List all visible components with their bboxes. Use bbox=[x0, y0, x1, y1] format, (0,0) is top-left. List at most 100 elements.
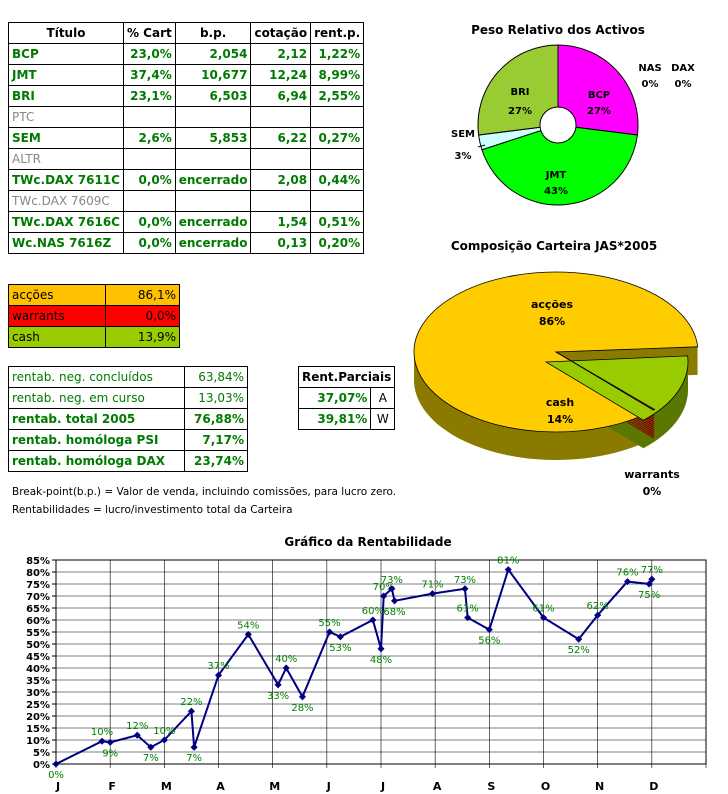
data-label: 7% bbox=[143, 753, 159, 764]
data-label: 60% bbox=[362, 606, 384, 617]
data-point bbox=[388, 585, 396, 593]
portfolio-header-row: Título % Cart b.p. cotação rent.p. bbox=[8, 22, 365, 44]
portfolio-cell-cotacao bbox=[250, 148, 312, 170]
portfolio-cell-cotacao: 2,08 bbox=[250, 169, 312, 191]
allocation-row: cash 13,9% bbox=[7, 326, 180, 348]
portfolio-cell-cart: 23,1% bbox=[122, 85, 176, 107]
data-point bbox=[160, 736, 168, 744]
portfolio-cell-cotacao bbox=[250, 190, 312, 212]
portfolio-row: PTC bbox=[8, 106, 365, 128]
returns-label: rentab. neg. concluídos bbox=[7, 366, 186, 388]
data-label: 9% bbox=[102, 748, 118, 759]
x-tick-label: S bbox=[487, 780, 495, 793]
pie2-label: acções bbox=[531, 298, 573, 311]
portfolio-cell-cotacao: 0,13 bbox=[250, 232, 312, 254]
pie2-title: Composição Carteira JAS*2005 bbox=[451, 239, 657, 253]
data-label: 70% bbox=[373, 582, 395, 593]
rentab-note: Rentabilidades = lucro/investimento tota… bbox=[12, 504, 293, 516]
y-tick-label: 45% bbox=[26, 652, 50, 663]
y-tick-label: 60% bbox=[26, 616, 50, 627]
portfolio-cell-cart bbox=[122, 190, 176, 212]
portfolio-row: BRI 23,1% 6,503 6,94 2,55% bbox=[8, 85, 365, 107]
returns-row: rentab. homóloga PSI 7,17% bbox=[7, 429, 248, 451]
y-tick-label: 20% bbox=[26, 712, 50, 723]
y-tick-label: 10% bbox=[26, 736, 50, 747]
pie1-value-jmt: 43% bbox=[544, 186, 568, 197]
portfolio-cell-bp: encerrado bbox=[174, 211, 252, 233]
portfolio-cell-bp: encerrado bbox=[174, 169, 252, 191]
y-tick-label: 40% bbox=[26, 664, 50, 675]
data-label: 61% bbox=[457, 604, 479, 615]
portfolio-cell-bp bbox=[174, 148, 252, 170]
data-point bbox=[190, 743, 198, 751]
asset-weight-pie-chart: Peso Relativo dos Activos BCP 27% JMT 43% SEM… bbox=[451, 23, 695, 206]
data-point bbox=[282, 664, 290, 672]
allocation-row: warrants 0,0% bbox=[7, 305, 180, 327]
portfolio-composition-pie-chart: Composição Carteira JAS*2005 acções 86% cas… bbox=[413, 239, 699, 498]
data-label: 54% bbox=[237, 620, 259, 631]
x-tick-label: J bbox=[380, 780, 385, 793]
pie1-value-dax: 0% bbox=[675, 79, 692, 90]
data-label: 10% bbox=[153, 726, 175, 737]
portfolio-cell-bp bbox=[174, 190, 252, 212]
portfolio-cell-cart: 2,6% bbox=[122, 127, 176, 149]
data-label: 62% bbox=[587, 601, 609, 612]
data-label: 56% bbox=[478, 636, 500, 647]
portfolio-cell-cart: 0,0% bbox=[122, 232, 176, 254]
returns-line-chart: Gráfico da Rentabilidade0%5%10%15%20%25%… bbox=[26, 535, 707, 793]
returns-label: rentab. neg. em curso bbox=[7, 387, 186, 409]
portfolio-cell-titulo: TWc.DAX 7611C bbox=[8, 169, 124, 191]
header-bp: b.p. bbox=[174, 22, 252, 44]
pie1-value-bri: 27% bbox=[508, 106, 532, 117]
line-chart-title: Gráfico da Rentabilidade bbox=[284, 535, 451, 549]
pie2-label: cash bbox=[546, 396, 574, 409]
y-tick-label: 55% bbox=[26, 628, 50, 639]
header-cart: % Cart bbox=[122, 22, 176, 44]
x-tick-label: J bbox=[55, 780, 60, 793]
portfolio-cell-titulo: TWc.DAX 7609C bbox=[8, 190, 124, 212]
data-point bbox=[187, 707, 195, 715]
portfolio-row: ALTR bbox=[8, 148, 365, 170]
portfolio-cell-titulo: JMT bbox=[8, 64, 124, 86]
returns-label: rentab. homóloga PSI bbox=[7, 429, 186, 451]
x-tick-label: A bbox=[216, 780, 225, 793]
partial-letter: W bbox=[370, 408, 396, 430]
portfolio-cell-cart: 23,0% bbox=[122, 43, 176, 65]
returns-value: 23,74% bbox=[184, 450, 248, 472]
portfolio-cell-cart: 0,0% bbox=[122, 169, 176, 191]
x-tick-label: A bbox=[433, 780, 442, 793]
portfolio-cell-cotacao: 6,94 bbox=[250, 85, 312, 107]
partial-value: 39,81% bbox=[297, 408, 372, 430]
data-label: 71% bbox=[421, 580, 443, 591]
data-label: 12% bbox=[126, 721, 148, 732]
data-label: 28% bbox=[291, 703, 313, 714]
data-point bbox=[214, 671, 223, 679]
data-label: 37% bbox=[207, 661, 229, 672]
data-label: 55% bbox=[318, 618, 340, 629]
data-point bbox=[648, 575, 656, 583]
y-tick-label: 30% bbox=[26, 688, 50, 699]
pie1-label-jmt: JMT bbox=[545, 170, 567, 181]
pie1-label-bcp: BCP bbox=[588, 90, 610, 101]
y-tick-label: 50% bbox=[26, 640, 50, 651]
allocation-value: 0,0% bbox=[105, 305, 180, 327]
data-point bbox=[133, 731, 141, 739]
data-point bbox=[274, 681, 282, 689]
pie2-value: 0% bbox=[643, 485, 662, 498]
portfolio-cell-cotacao: 12,24 bbox=[250, 64, 312, 86]
partial-header: Rent.Parciais bbox=[297, 366, 396, 388]
portfolio-row: Wc.NAS 7616Z 0,0% encerrado 0,13 0,20% bbox=[8, 232, 365, 254]
portfolio-cell-rent bbox=[310, 106, 365, 128]
data-point bbox=[336, 633, 344, 641]
data-label: 48% bbox=[370, 655, 392, 666]
pie1-title: Peso Relativo dos Activos bbox=[471, 23, 645, 37]
partial-row: 39,81% W bbox=[297, 408, 396, 430]
portfolio-cell-titulo: TWc.DAX 7616C bbox=[8, 211, 124, 233]
pie1-label-dax: DAX bbox=[671, 63, 695, 74]
returns-table: rentab. neg. concluídos 63,84% rentab. neg… bbox=[7, 366, 248, 472]
allocation-label: warrants bbox=[7, 305, 107, 327]
portfolio-cell-bp: 2,054 bbox=[174, 43, 252, 65]
pie2-value: 86% bbox=[539, 315, 565, 328]
partial-letter: A bbox=[370, 387, 396, 409]
portfolio-row: SEM 2,6% 5,853 6,22 0,27% bbox=[8, 127, 365, 149]
